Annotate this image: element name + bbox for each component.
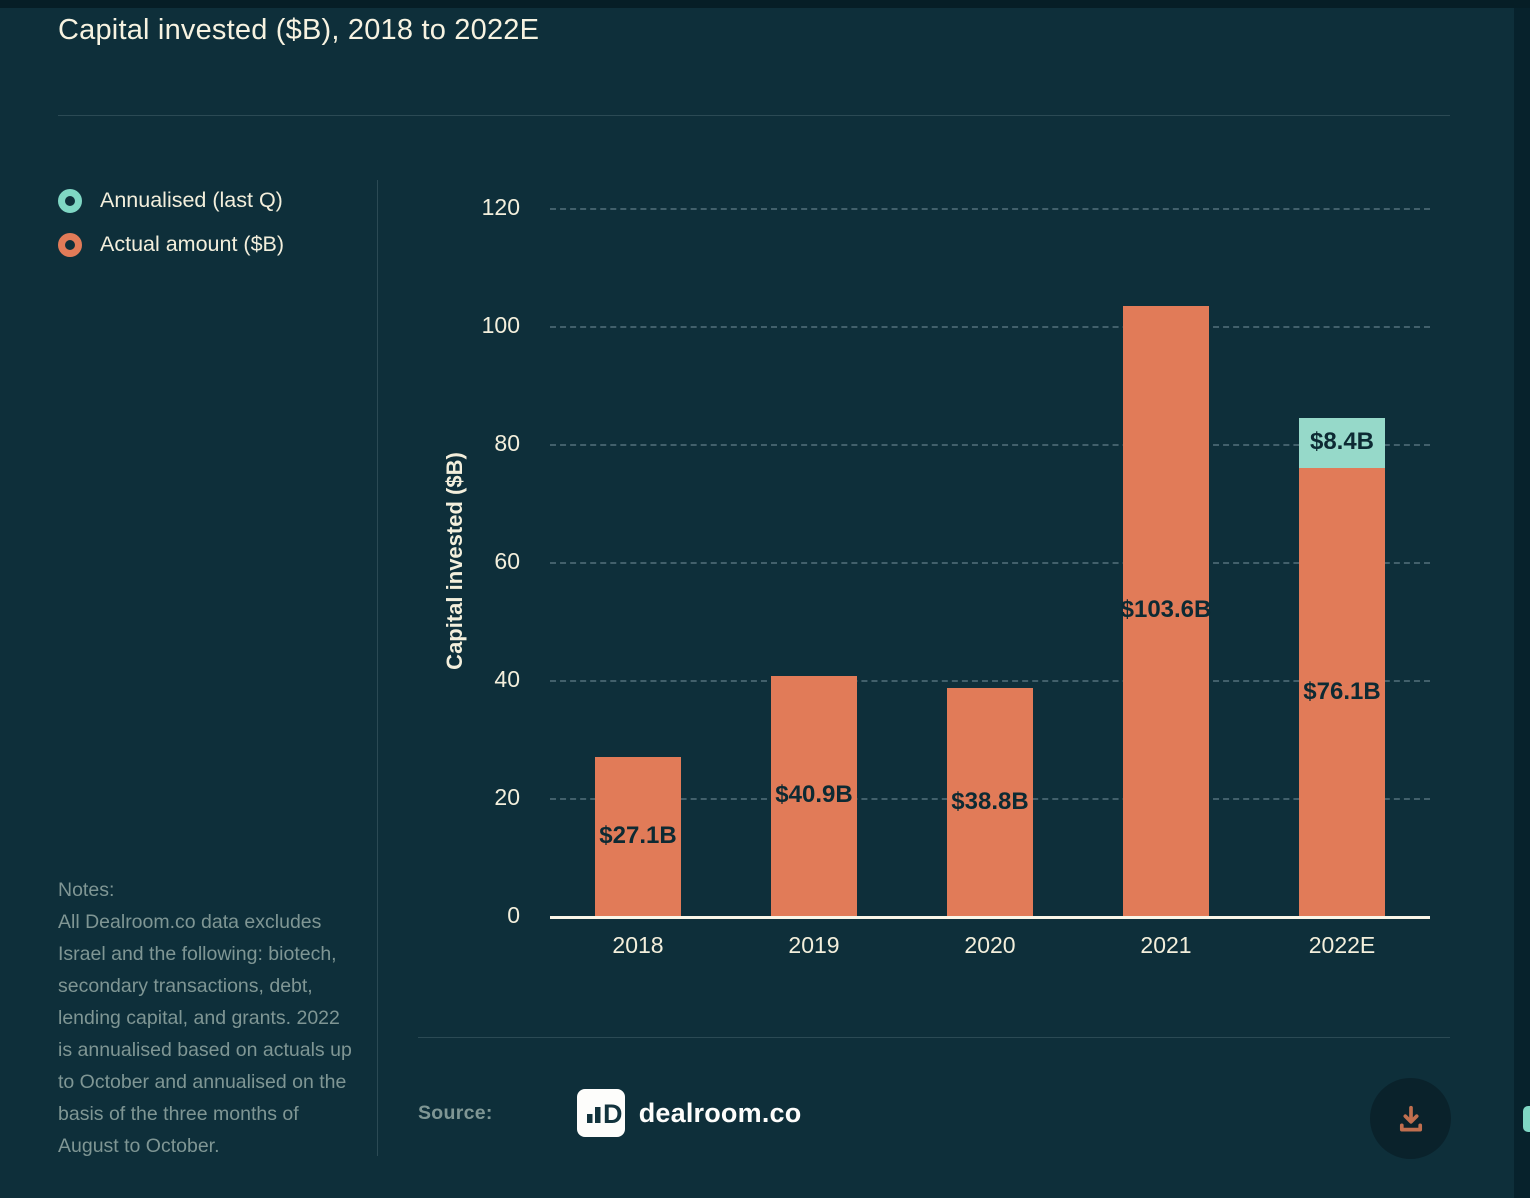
legend-chart-divider bbox=[377, 180, 378, 1156]
dealroom-wordmark: dealroom.co bbox=[638, 1097, 802, 1128]
notes-block: Notes: All Dealroom.co data excludes Isr… bbox=[58, 874, 358, 1162]
bar-segment bbox=[595, 757, 681, 917]
y-tick-label: 100 bbox=[481, 312, 520, 338]
y-tick-label: 0 bbox=[507, 902, 520, 928]
gridline bbox=[550, 562, 1430, 564]
svg-text:D: D bbox=[603, 1099, 623, 1129]
x-axis-label: 2018 bbox=[612, 932, 664, 958]
bar-value-label: $38.8B bbox=[951, 787, 1029, 815]
legend-item-annualised[interactable]: Annualised (last Q) bbox=[58, 188, 284, 213]
notes-heading: Notes: bbox=[58, 879, 115, 901]
x-axis-label: 2020 bbox=[964, 932, 1016, 958]
title-divider bbox=[58, 115, 1450, 116]
notes-body: All Dealroom.co data excludes Israel and… bbox=[58, 911, 352, 1157]
chart-legend: Annualised (last Q) Actual amount ($B) bbox=[58, 188, 284, 276]
y-tick-label: 40 bbox=[494, 666, 520, 692]
legend-swatch-teal-icon bbox=[58, 188, 82, 213]
gridline bbox=[550, 680, 1430, 682]
bar-value-label: $103.6B bbox=[1120, 596, 1212, 624]
footer-divider bbox=[418, 1037, 1450, 1038]
bar-value-label: $76.1B bbox=[1303, 677, 1381, 705]
y-tick-label: 20 bbox=[494, 784, 520, 810]
bar-segment bbox=[947, 688, 1033, 917]
bar-segment bbox=[771, 675, 857, 917]
bar-segment bbox=[1123, 305, 1209, 917]
gridline bbox=[550, 326, 1430, 328]
bar-value-label: $40.9B bbox=[775, 781, 853, 809]
bar-segment bbox=[1299, 468, 1385, 917]
bar-segment bbox=[1299, 418, 1385, 468]
bar-value-label: $27.1B bbox=[599, 822, 677, 850]
source-label: Source: bbox=[418, 1101, 493, 1124]
edge-widget-sliver[interactable] bbox=[1523, 1106, 1530, 1132]
x-axis-line bbox=[550, 916, 1430, 919]
dealroom-logo-icon: D bbox=[576, 1089, 625, 1137]
legend-label: Actual amount ($B) bbox=[100, 232, 285, 256]
gridline bbox=[550, 208, 1430, 210]
bar-value-label: $8.4B bbox=[1309, 428, 1375, 456]
page-title: Capital invested ($B), 2018 to 2022E bbox=[58, 14, 540, 46]
x-axis-label: 2021 bbox=[1140, 932, 1192, 958]
x-axis-label: 2022E bbox=[1308, 932, 1376, 958]
source-row: Source: D dealroom.co bbox=[418, 1088, 801, 1138]
gridline bbox=[550, 444, 1430, 446]
top-edge-bar bbox=[0, 0, 1530, 8]
legend-swatch-orange-icon bbox=[58, 232, 82, 257]
right-edge-strip bbox=[1514, 8, 1530, 1198]
legend-item-actual[interactable]: Actual amount ($B) bbox=[58, 232, 284, 257]
download-icon bbox=[1399, 1105, 1422, 1131]
y-tick-label: 120 bbox=[481, 194, 520, 220]
download-button[interactable] bbox=[1370, 1078, 1451, 1159]
x-axis-label: 2019 bbox=[788, 932, 840, 958]
legend-label: Annualised (last Q) bbox=[100, 188, 283, 212]
y-tick-label: 80 bbox=[494, 430, 520, 456]
y-tick-label: 60 bbox=[494, 548, 520, 574]
